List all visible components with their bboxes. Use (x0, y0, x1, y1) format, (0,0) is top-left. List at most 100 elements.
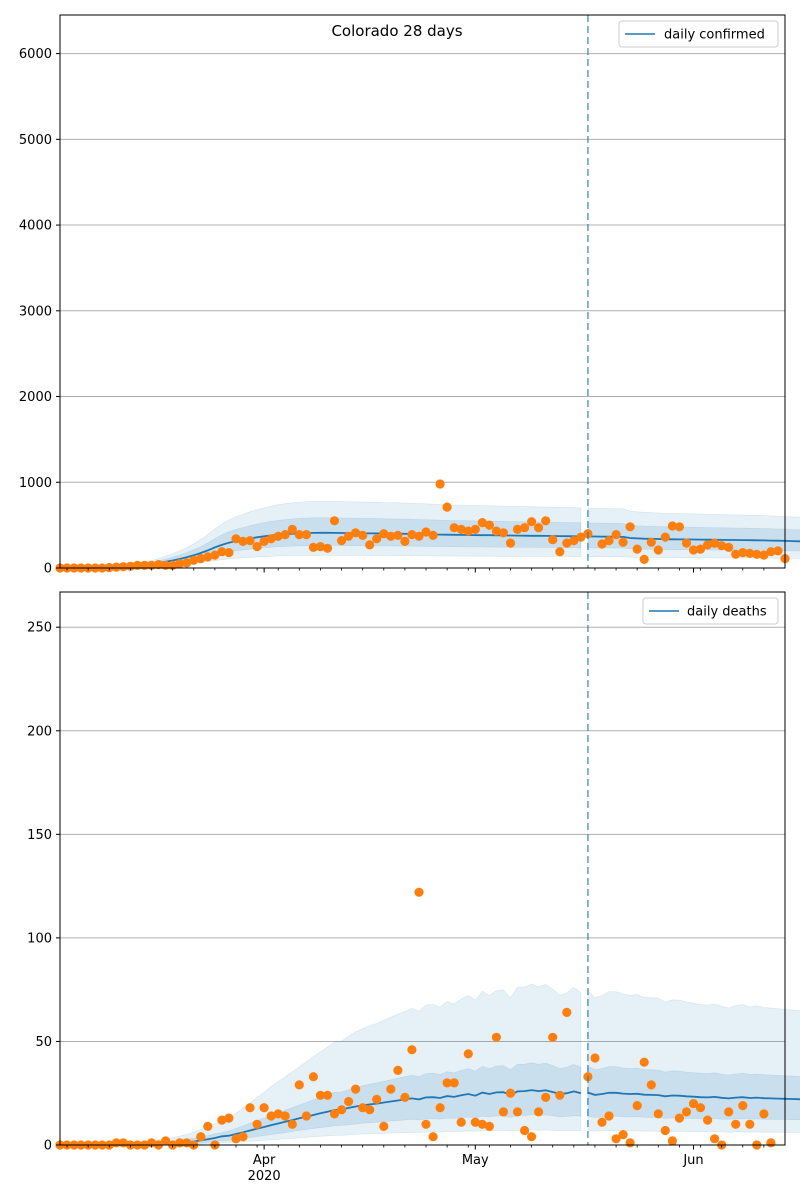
data-point (498, 1107, 508, 1117)
data-point (365, 1105, 375, 1115)
data-point (435, 479, 445, 489)
data-point (576, 532, 586, 542)
observed-points (55, 887, 776, 1150)
data-point (703, 1115, 713, 1125)
data-point (266, 1111, 276, 1121)
data-point (175, 559, 185, 569)
data-point (393, 530, 403, 541)
data-point (688, 1099, 699, 1109)
data-point (111, 562, 121, 572)
data-point (280, 1111, 290, 1121)
data-point (766, 1138, 776, 1148)
data-point (653, 545, 663, 555)
data-point (477, 1119, 487, 1129)
data-point (731, 1119, 741, 1129)
data-point (322, 543, 333, 553)
data-point (315, 1090, 325, 1100)
y-axis-ticks: 0 1000 2000 3000 4000 5000 6000 (19, 47, 60, 577)
data-point (414, 887, 424, 897)
data-point (731, 549, 741, 559)
x-tick-label: Jun (682, 1153, 703, 1168)
data-point (189, 555, 199, 565)
data-point (315, 542, 325, 552)
data-point (520, 523, 530, 533)
data-point (590, 1053, 600, 1063)
data-point (273, 531, 283, 541)
data-point (217, 1115, 227, 1125)
data-point (337, 1105, 347, 1115)
data-point (301, 530, 311, 540)
data-point (681, 538, 692, 548)
data-point (196, 554, 206, 564)
data-point (358, 530, 368, 541)
data-point (611, 1134, 621, 1144)
data-point (372, 1094, 382, 1104)
y-tick-label: 250 (27, 621, 52, 636)
axes-frame (59, 14, 786, 569)
data-point (477, 518, 487, 528)
data-point (681, 1107, 692, 1117)
data-point (752, 549, 762, 559)
data-point (541, 1092, 551, 1102)
data-point (498, 528, 508, 538)
data-point (674, 1113, 685, 1123)
legend: daily deaths (642, 597, 779, 625)
data-point (695, 1103, 706, 1113)
data-point (266, 534, 276, 544)
data-point (252, 1119, 262, 1129)
data-point (308, 542, 318, 553)
data-point (534, 523, 544, 533)
chart-title: Colorado 28 days (331, 22, 462, 40)
y-tick-label: 100 (27, 931, 52, 946)
y-tick-label: 4000 (19, 219, 52, 234)
data-point (759, 550, 769, 560)
data-point (203, 1121, 213, 1131)
y-tick-label: 50 (35, 1035, 52, 1050)
data-point (463, 526, 473, 536)
data-point (217, 547, 227, 557)
x-tick-sublabel: 2020 (248, 1169, 281, 1184)
data-point (738, 548, 748, 558)
data-point (569, 536, 579, 546)
data-point (224, 1113, 234, 1123)
data-point (329, 516, 340, 526)
data-point (745, 1119, 755, 1129)
y-tick-label: 0 (44, 562, 52, 577)
data-point (386, 1084, 396, 1094)
data-point (548, 535, 558, 545)
data-point (646, 1080, 656, 1090)
data-point (562, 1007, 572, 1018)
data-point (555, 547, 565, 557)
data-point (527, 1132, 537, 1142)
data-point (548, 1032, 558, 1042)
data-point (632, 1101, 642, 1111)
data-point (196, 1132, 206, 1142)
data-point (351, 528, 361, 538)
data-point (604, 1111, 614, 1121)
legend-box (618, 20, 779, 48)
legend-label: daily deaths (687, 605, 767, 620)
data-point (625, 522, 635, 532)
data-point (505, 1088, 516, 1098)
outer-band (60, 500, 582, 569)
data-point (512, 1107, 523, 1117)
data-point (231, 1134, 241, 1144)
y-tick-label: 2000 (19, 390, 52, 405)
data-point (710, 1134, 720, 1144)
data-point (520, 1125, 530, 1136)
data-point (639, 1057, 649, 1067)
data-point (287, 1119, 297, 1129)
data-point (322, 1090, 333, 1100)
data-point (703, 540, 713, 550)
data-point (329, 1109, 340, 1119)
y-tick-label: 5000 (19, 133, 52, 148)
data-point (667, 1136, 678, 1146)
data-point (695, 544, 706, 554)
data-point (456, 1117, 466, 1127)
y-tick-label: 200 (27, 724, 52, 739)
data-point (301, 1111, 311, 1121)
data-point (562, 538, 572, 548)
data-point (745, 548, 755, 559)
data-point (400, 536, 410, 547)
